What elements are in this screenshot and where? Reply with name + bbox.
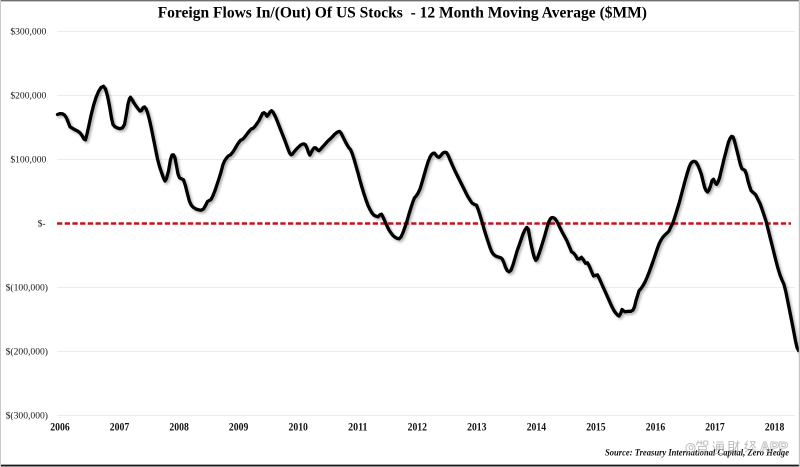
svg-text:2017: 2017 [705,419,724,433]
svg-text:$200,000: $200,000 [10,91,46,102]
svg-text:$-: $- [38,219,46,230]
svg-text:2014: 2014 [527,419,546,433]
svg-text:2009: 2009 [229,419,248,433]
svg-text:Foreign Flows In/(Out) Of US S: Foreign Flows In/(Out) Of US Stocks - 12… [158,4,647,21]
svg-text:2007: 2007 [110,419,129,433]
svg-text:$(100,000): $(100,000) [6,283,48,294]
svg-text:$100,000: $100,000 [10,155,46,166]
svg-text:2008: 2008 [169,419,188,433]
svg-text:2016: 2016 [646,419,665,433]
svg-text:2018: 2018 [765,419,784,433]
svg-text:APP: APP [760,439,788,454]
svg-text:2012: 2012 [408,419,427,433]
svg-text:2011: 2011 [348,419,367,433]
svg-text:$(200,000): $(200,000) [6,347,48,358]
svg-text:$300,000: $300,000 [10,27,46,38]
svg-text:$(300,000): $(300,000) [6,411,48,422]
svg-text:2006: 2006 [50,419,69,433]
svg-text:2015: 2015 [586,419,605,433]
svg-text:Source: Treasury International: Source: Treasury International Capital, … [605,449,790,459]
svg-text:2013: 2013 [467,419,486,433]
svg-text:2010: 2010 [289,419,308,433]
